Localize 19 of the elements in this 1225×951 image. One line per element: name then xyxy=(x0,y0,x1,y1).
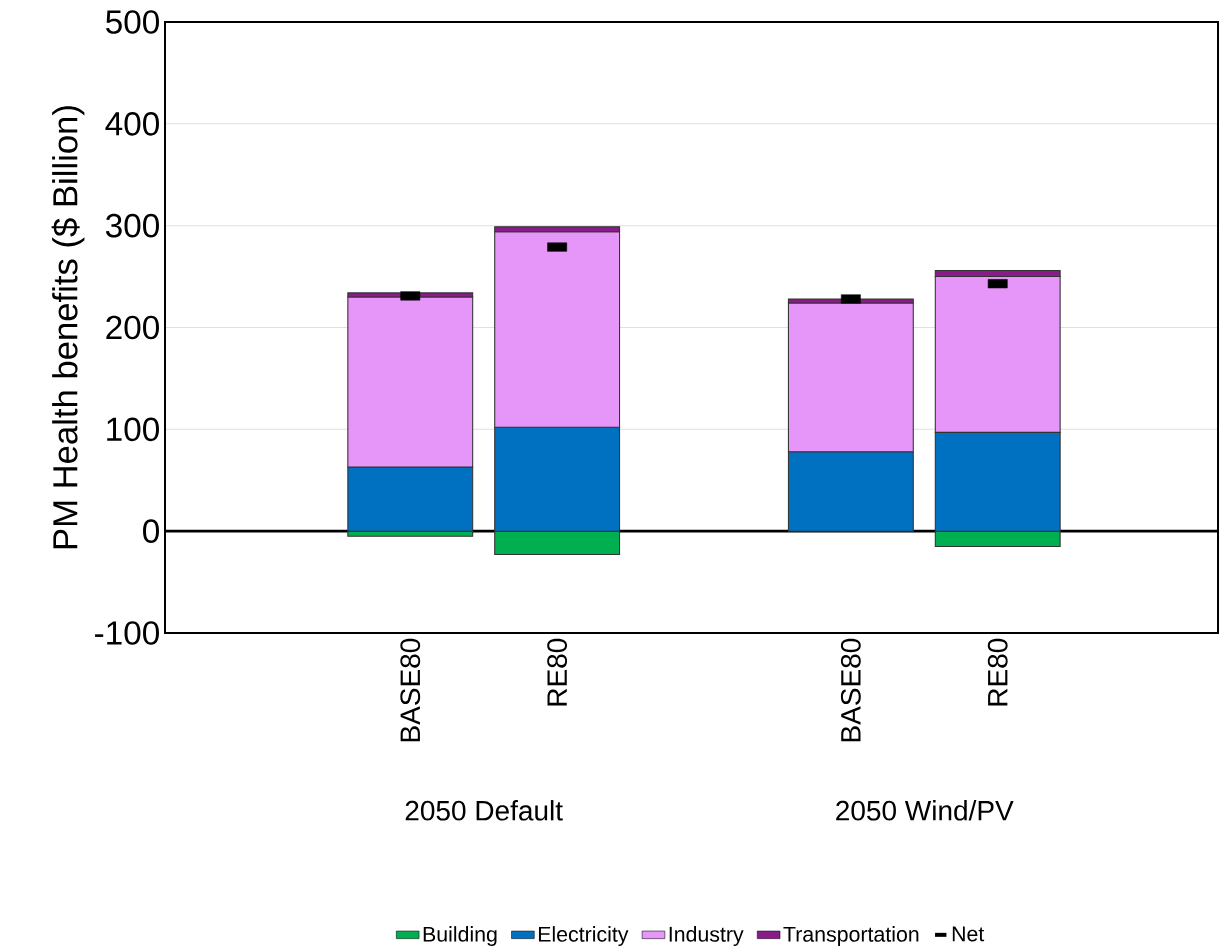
y-tick-label: -100 xyxy=(95,621,159,645)
y-tick-label: 0 xyxy=(143,519,159,543)
x-tick-label: RE80 xyxy=(987,638,1008,706)
y-axis-title: PM Health benefits ($ Billion) xyxy=(51,106,85,549)
text: 2050 Default xyxy=(405,800,563,821)
y-tick-label: 200 xyxy=(106,315,159,340)
text: 2050 Wind/PV xyxy=(836,800,1014,821)
y-tick-label: 400 xyxy=(105,112,159,136)
x-tick-label: RE80 xyxy=(547,638,568,706)
legend-label: Industry xyxy=(669,926,744,946)
legend-label: Electricity xyxy=(538,926,629,946)
y-tick-label: 500 xyxy=(106,10,159,34)
legend-label: Building xyxy=(423,926,497,946)
y-tick-label: 300 xyxy=(105,213,159,238)
legend-label: Transportation xyxy=(783,926,919,946)
x-tick-label: BASE80 xyxy=(840,638,861,742)
x-tick-label: BASE80 xyxy=(400,638,421,742)
legend-label: Net xyxy=(952,926,985,942)
y-tick-label: 100 xyxy=(107,417,159,442)
